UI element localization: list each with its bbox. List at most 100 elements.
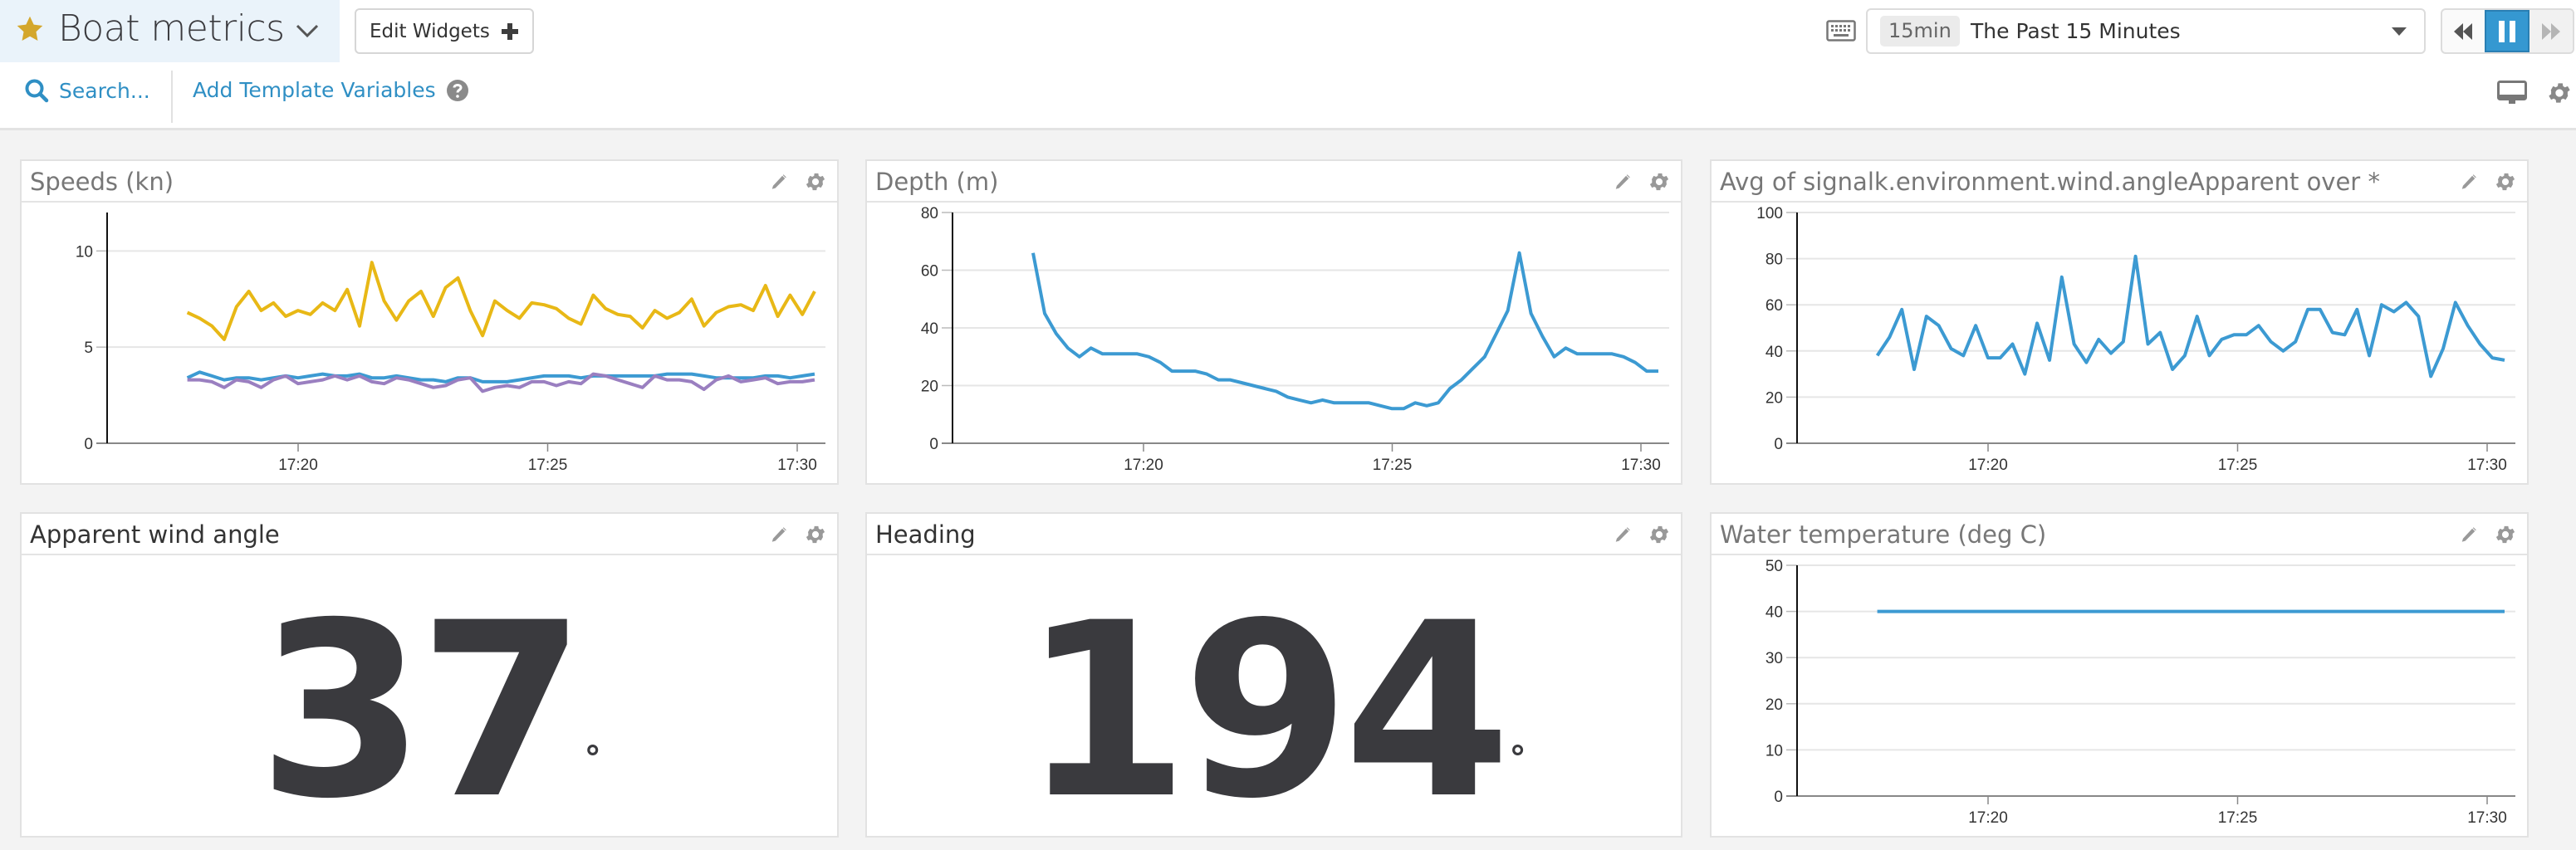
- fast-forward-icon: [2542, 22, 2561, 40]
- dashboard-title: Boat metrics: [58, 7, 285, 50]
- timeseries-chart[interactable]: 0 20 40 60 80 17:20 17:25 17:30: [867, 203, 1681, 483]
- series-line[interactable]: [187, 372, 815, 393]
- query-value-number: 37: [257, 572, 586, 850]
- gear-icon[interactable]: [1648, 170, 1671, 193]
- edit-widgets-label: Edit Widgets: [370, 20, 490, 42]
- widget-title: Heading: [875, 520, 976, 549]
- x-tick-label: 17:25: [1373, 457, 1413, 474]
- widget-water-temperature: Water temperature (deg C) 0 10 20 30 40 50 17:…: [1710, 512, 2529, 838]
- pencil-icon[interactable]: [769, 525, 789, 545]
- x-tick-label: 17:20: [1968, 457, 2008, 474]
- widget-title: Avg of signalk.environment.wind.angleApp…: [1720, 168, 2380, 196]
- time-range-select[interactable]: 15min The Past 15 Minutes: [1866, 8, 2426, 54]
- x-tick-label: 17:20: [1968, 809, 2008, 827]
- widget-header: Apparent wind angle: [22, 514, 837, 555]
- time-range-label: The Past 15 Minutes: [1971, 19, 2181, 43]
- gear-icon[interactable]: [2546, 80, 2573, 106]
- pencil-icon[interactable]: [1613, 172, 1633, 192]
- x-tick-label: 17:20: [1124, 457, 1163, 474]
- pencil-icon[interactable]: [2459, 525, 2479, 545]
- chart-svg: 0 5 10 17:20 17:25 17:30: [76, 212, 825, 474]
- playback-controls: [2441, 8, 2574, 54]
- time-shortcut-badge: 15min: [1880, 16, 1960, 46]
- widget-header: Heading: [867, 514, 1681, 555]
- x-tick-label: 17:30: [1621, 457, 1661, 474]
- widget-header: Water temperature (deg C): [1712, 514, 2527, 555]
- query-value-number: 194: [1021, 572, 1511, 850]
- widget-title: Depth (m): [875, 168, 999, 196]
- x-tick-label: 17:30: [2467, 457, 2507, 474]
- y-tick-label: 20: [921, 379, 938, 396]
- series-line[interactable]: [186, 370, 815, 383]
- widget-speeds: Speeds (kn) 0 5 10 17:20 17:25 17:30: [20, 159, 839, 485]
- plus-icon: [501, 22, 518, 40]
- query-value-display: 37 °: [22, 555, 837, 836]
- rewind-icon: [2454, 22, 2473, 40]
- chevron-down-icon[interactable]: [295, 22, 320, 39]
- series-line[interactable]: [186, 261, 816, 341]
- widget-apparent-wind-angle: Apparent wind angle 37 °: [20, 512, 839, 838]
- gear-icon[interactable]: [804, 523, 827, 546]
- chart-svg: 0 10 20 30 40 50 17:20 17:25 17:30: [1765, 558, 2515, 827]
- timeseries-chart[interactable]: 0 20 40 60 80 100 17:20 17:25 17:30: [1712, 203, 2527, 483]
- add-template-variables-link[interactable]: Add Template Variables: [193, 78, 469, 102]
- y-tick-label: 80: [921, 205, 938, 222]
- query-value-display: 194 °: [867, 555, 1681, 836]
- keyboard-icon[interactable]: [1826, 20, 1856, 42]
- y-tick-label: 50: [1765, 558, 1783, 575]
- y-tick-label: 60: [921, 263, 938, 281]
- edit-widgets-button[interactable]: Edit Widgets: [355, 8, 534, 54]
- pencil-icon[interactable]: [1613, 525, 1633, 545]
- search-icon: [25, 79, 49, 103]
- query-value-unit: °: [584, 740, 601, 778]
- chart-svg: 0 20 40 60 80 17:20 17:25 17:30: [921, 205, 1669, 474]
- rewind-button[interactable]: [2442, 10, 2485, 52]
- gear-icon[interactable]: [2494, 170, 2517, 193]
- tv-mode-icon[interactable]: [2497, 81, 2527, 105]
- timeseries-chart[interactable]: 0 5 10 17:20 17:25 17:30: [22, 203, 837, 483]
- help-icon[interactable]: [446, 79, 469, 102]
- x-tick-label: 17:30: [2467, 809, 2507, 827]
- chart-svg: 0 20 40 60 80 100 17:20 17:25 17:30: [1756, 205, 2515, 474]
- timeseries-chart[interactable]: 0 10 20 30 40 50 17:20 17:25 17:30: [1712, 555, 2527, 836]
- divider: [171, 71, 173, 123]
- y-tick-label: 0: [929, 436, 938, 453]
- query-value-unit: °: [1509, 740, 1526, 778]
- y-tick-label: 40: [921, 320, 938, 338]
- x-tick-label: 17:25: [2218, 457, 2258, 474]
- widget-heading: Heading 194 °: [865, 512, 1682, 838]
- series-line[interactable]: [1031, 251, 1658, 411]
- y-tick-label: 20: [1765, 389, 1783, 407]
- y-tick-label: 10: [76, 243, 93, 261]
- x-tick-label: 17:30: [777, 457, 817, 474]
- gear-icon[interactable]: [2494, 523, 2517, 546]
- y-tick-label: 0: [1774, 789, 1783, 806]
- search-button[interactable]: Search...: [24, 78, 150, 103]
- x-tick-label: 17:20: [278, 457, 318, 474]
- y-tick-label: 0: [84, 436, 93, 453]
- y-tick-label: 60: [1765, 297, 1783, 315]
- pencil-icon[interactable]: [2459, 172, 2479, 192]
- add-template-variables-label: Add Template Variables: [193, 78, 436, 102]
- widget-header: Speeds (kn): [22, 161, 837, 203]
- gear-icon[interactable]: [1648, 523, 1671, 546]
- widget-header: Avg of signalk.environment.wind.angleApp…: [1712, 161, 2527, 203]
- widget-title: Apparent wind angle: [30, 520, 280, 549]
- query-value: 37 °: [22, 555, 837, 836]
- search-label: Search...: [59, 78, 150, 103]
- star-icon[interactable]: [15, 14, 45, 44]
- gear-icon[interactable]: [804, 170, 827, 193]
- pencil-icon[interactable]: [769, 172, 789, 192]
- pause-button[interactable]: [2484, 10, 2530, 52]
- series-line[interactable]: [1875, 254, 2505, 379]
- y-tick-label: 5: [84, 340, 93, 357]
- dashboard-title-selector[interactable]: Boat metrics: [0, 0, 340, 62]
- fast-forward-button[interactable]: [2529, 10, 2573, 52]
- y-tick-label: 30: [1765, 650, 1783, 667]
- x-tick-label: 17:25: [528, 457, 568, 474]
- widget-title: Speeds (kn): [30, 168, 174, 196]
- pause-icon: [2499, 20, 2515, 42]
- y-tick-label: 100: [1756, 205, 1783, 222]
- widget-wind-angle-avg: Avg of signalk.environment.wind.angleApp…: [1710, 159, 2529, 485]
- caret-down-icon: [2392, 27, 2407, 36]
